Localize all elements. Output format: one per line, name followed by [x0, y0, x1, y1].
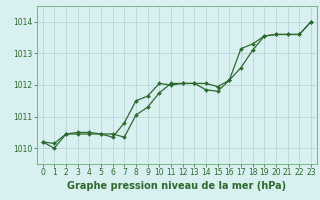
X-axis label: Graphe pression niveau de la mer (hPa): Graphe pression niveau de la mer (hPa): [67, 181, 286, 191]
